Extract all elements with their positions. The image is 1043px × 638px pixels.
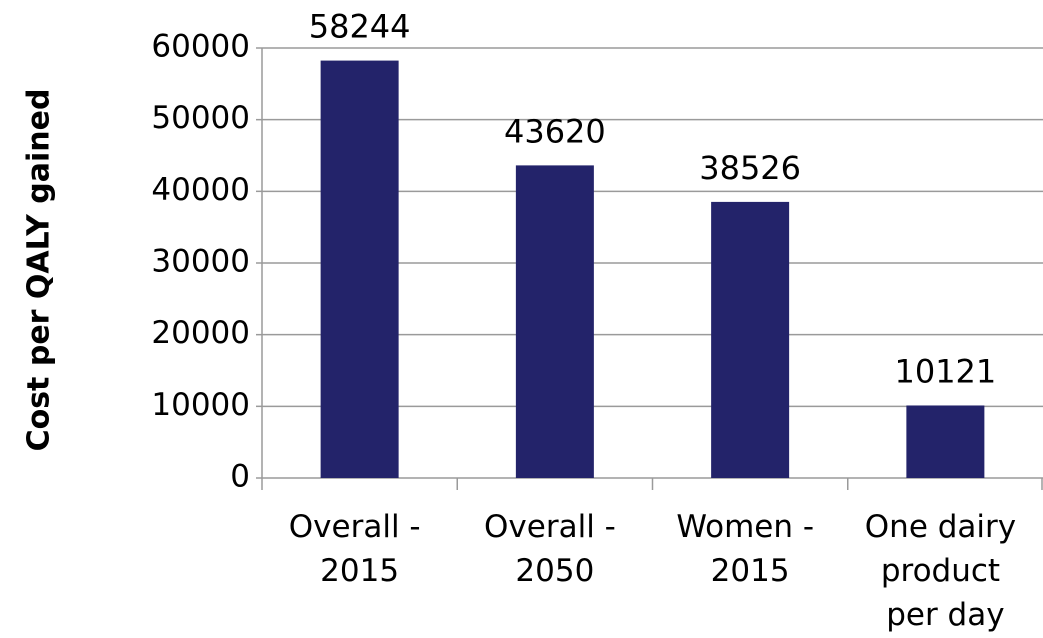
x-tick-label: Overall - 2050 bbox=[484, 509, 626, 589]
x-tick-label: Women - 2015 bbox=[676, 509, 824, 589]
bar bbox=[711, 201, 790, 478]
x-tick-label: One dairy product per day bbox=[865, 509, 1026, 633]
data-label: 58244 bbox=[309, 8, 411, 46]
bar bbox=[906, 405, 985, 478]
data-label: 43620 bbox=[504, 112, 606, 150]
x-tick-label: Overall - 2015 bbox=[289, 509, 431, 589]
data-label: 38526 bbox=[699, 149, 801, 187]
bar bbox=[320, 60, 399, 479]
y-axis-title: Cost per QALY gained bbox=[22, 89, 57, 452]
y-tick-label: 20000 bbox=[151, 315, 250, 351]
y-tick-label: 60000 bbox=[151, 29, 250, 65]
y-tick-label: 10000 bbox=[151, 387, 250, 423]
data-label: 10121 bbox=[894, 352, 996, 390]
bar bbox=[515, 165, 594, 478]
y-tick-label: 30000 bbox=[151, 244, 250, 280]
y-tick-label: 0 bbox=[230, 459, 250, 495]
y-tick-label: 40000 bbox=[151, 172, 250, 208]
y-tick-label: 50000 bbox=[151, 100, 250, 136]
